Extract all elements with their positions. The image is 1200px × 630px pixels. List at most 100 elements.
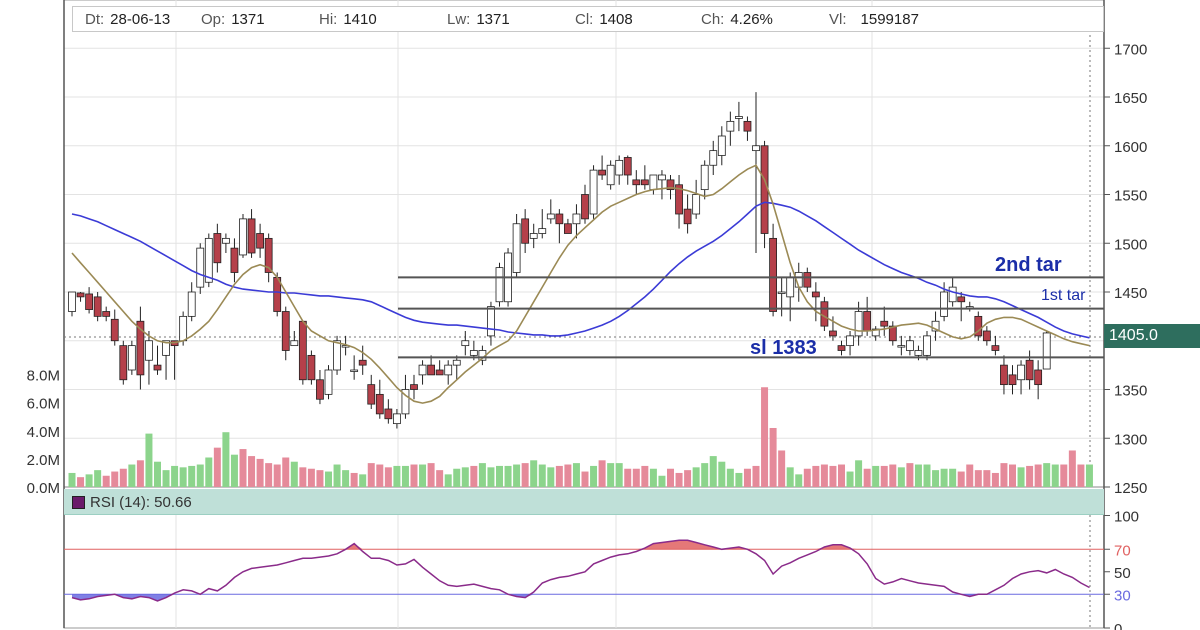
volume-bar [273,464,281,487]
candle-body [444,364,453,376]
volume-bar [820,464,828,487]
candle-body [769,237,777,312]
candle-body [230,247,239,273]
candle-body [957,296,966,303]
candle-body [897,345,906,348]
price-tick-label: 1700 [1114,41,1147,58]
candle-body [358,359,367,366]
rsi-panel [64,539,1104,602]
candle-body [298,320,307,381]
volume-bar [974,470,982,487]
volume-bar [1085,464,1093,487]
candle-body [589,169,598,215]
candle-body [529,233,538,239]
candle-body [469,350,478,356]
candle-body [333,340,341,371]
volume-bar [957,471,965,487]
candle-body [940,291,948,317]
plot-frame [63,0,1105,629]
candle-body [521,218,530,244]
volume-bar [906,463,914,487]
volume-bar [350,472,358,487]
candle-body [307,354,316,381]
candle-body [119,345,128,381]
volume-bar [743,468,751,487]
volume-bar [966,464,974,487]
rsi-tick-label: 0 [1114,621,1122,630]
volume-bar [598,460,606,487]
volume-bar [658,475,666,487]
grid-layer [63,0,1105,629]
candle-body [487,306,495,337]
volume-bar [77,477,85,487]
volume-bar [453,468,461,487]
high-label: Hi: [319,10,338,28]
volume-bar [667,468,674,487]
candle-body [666,179,675,191]
volume-bar [1034,464,1042,487]
candle-body [324,369,333,395]
volume-bar [376,464,384,487]
volume-bar [897,467,905,487]
candle-body [658,174,666,181]
volume-bar [307,468,315,487]
price-tick-label: 1550 [1114,188,1147,205]
axis-labels: 1700165016001550150014501400135013001250… [27,41,1148,630]
volume-bar [675,472,683,487]
volume-bar [256,458,264,487]
volume-bar [769,427,777,487]
volume-bar [855,460,863,487]
candle-body [187,291,196,317]
candle-body [1000,364,1008,386]
volume-bar [1017,467,1025,487]
rsi-oversold-fill [72,594,1090,601]
volume-tick-label: 4.0M [27,424,60,441]
price-tick-label: 1450 [1114,285,1147,302]
volume-bar [923,464,931,487]
volume-bar [692,467,700,487]
volume-tick-label: 8.0M [27,368,60,385]
volume-bar [538,464,546,487]
candle-body [256,233,265,249]
candle-body [512,223,521,273]
candle-body [350,369,359,372]
candle-body [546,213,555,220]
candle-body [572,213,581,225]
candle-body [752,145,760,152]
annotation-stop-loss: sl 1383 [750,337,817,359]
volume-bar [410,464,418,487]
candle-body [811,291,820,298]
volume-bar [487,467,495,487]
candle-body [803,272,812,288]
candle-body [127,345,136,371]
volume-bar [889,464,897,487]
volume-bar [624,468,632,487]
candle-body [931,320,940,332]
candle-body [923,335,931,356]
low-field: Lw: 1371 [447,11,575,28]
candle-body [85,293,93,310]
volume-bar [188,465,196,487]
volume-bar [649,468,657,487]
volume-bar [299,467,307,487]
volume-bar [949,468,957,487]
candle-body [375,393,384,415]
date-value: 28-06-13 [110,10,171,28]
volume-bar [863,468,871,487]
high-value: 1410 [343,10,377,28]
candle-body [880,320,889,327]
low-label: Lw: [447,10,471,28]
volume-bar [701,463,709,487]
candle-body [1042,332,1051,370]
candlesticks [68,92,1051,429]
volume-bar [795,474,803,487]
volume-bar [872,465,880,487]
candle-body [829,330,837,337]
candle-body [1017,364,1025,381]
close-value: 1408 [599,10,633,28]
candle-body [435,369,444,376]
open-field: Op: 1371 [201,11,319,28]
volume-bar [222,432,230,487]
volume-bar [119,468,127,487]
volume-bar [1077,464,1085,487]
